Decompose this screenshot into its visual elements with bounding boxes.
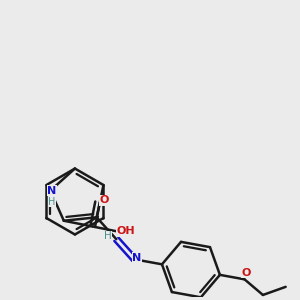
Text: OH: OH bbox=[117, 226, 135, 236]
Text: O: O bbox=[241, 268, 251, 278]
Text: H: H bbox=[48, 197, 56, 207]
Text: H: H bbox=[103, 231, 111, 241]
Text: O: O bbox=[99, 196, 109, 206]
Text: N: N bbox=[47, 186, 56, 196]
Text: N: N bbox=[132, 253, 141, 263]
